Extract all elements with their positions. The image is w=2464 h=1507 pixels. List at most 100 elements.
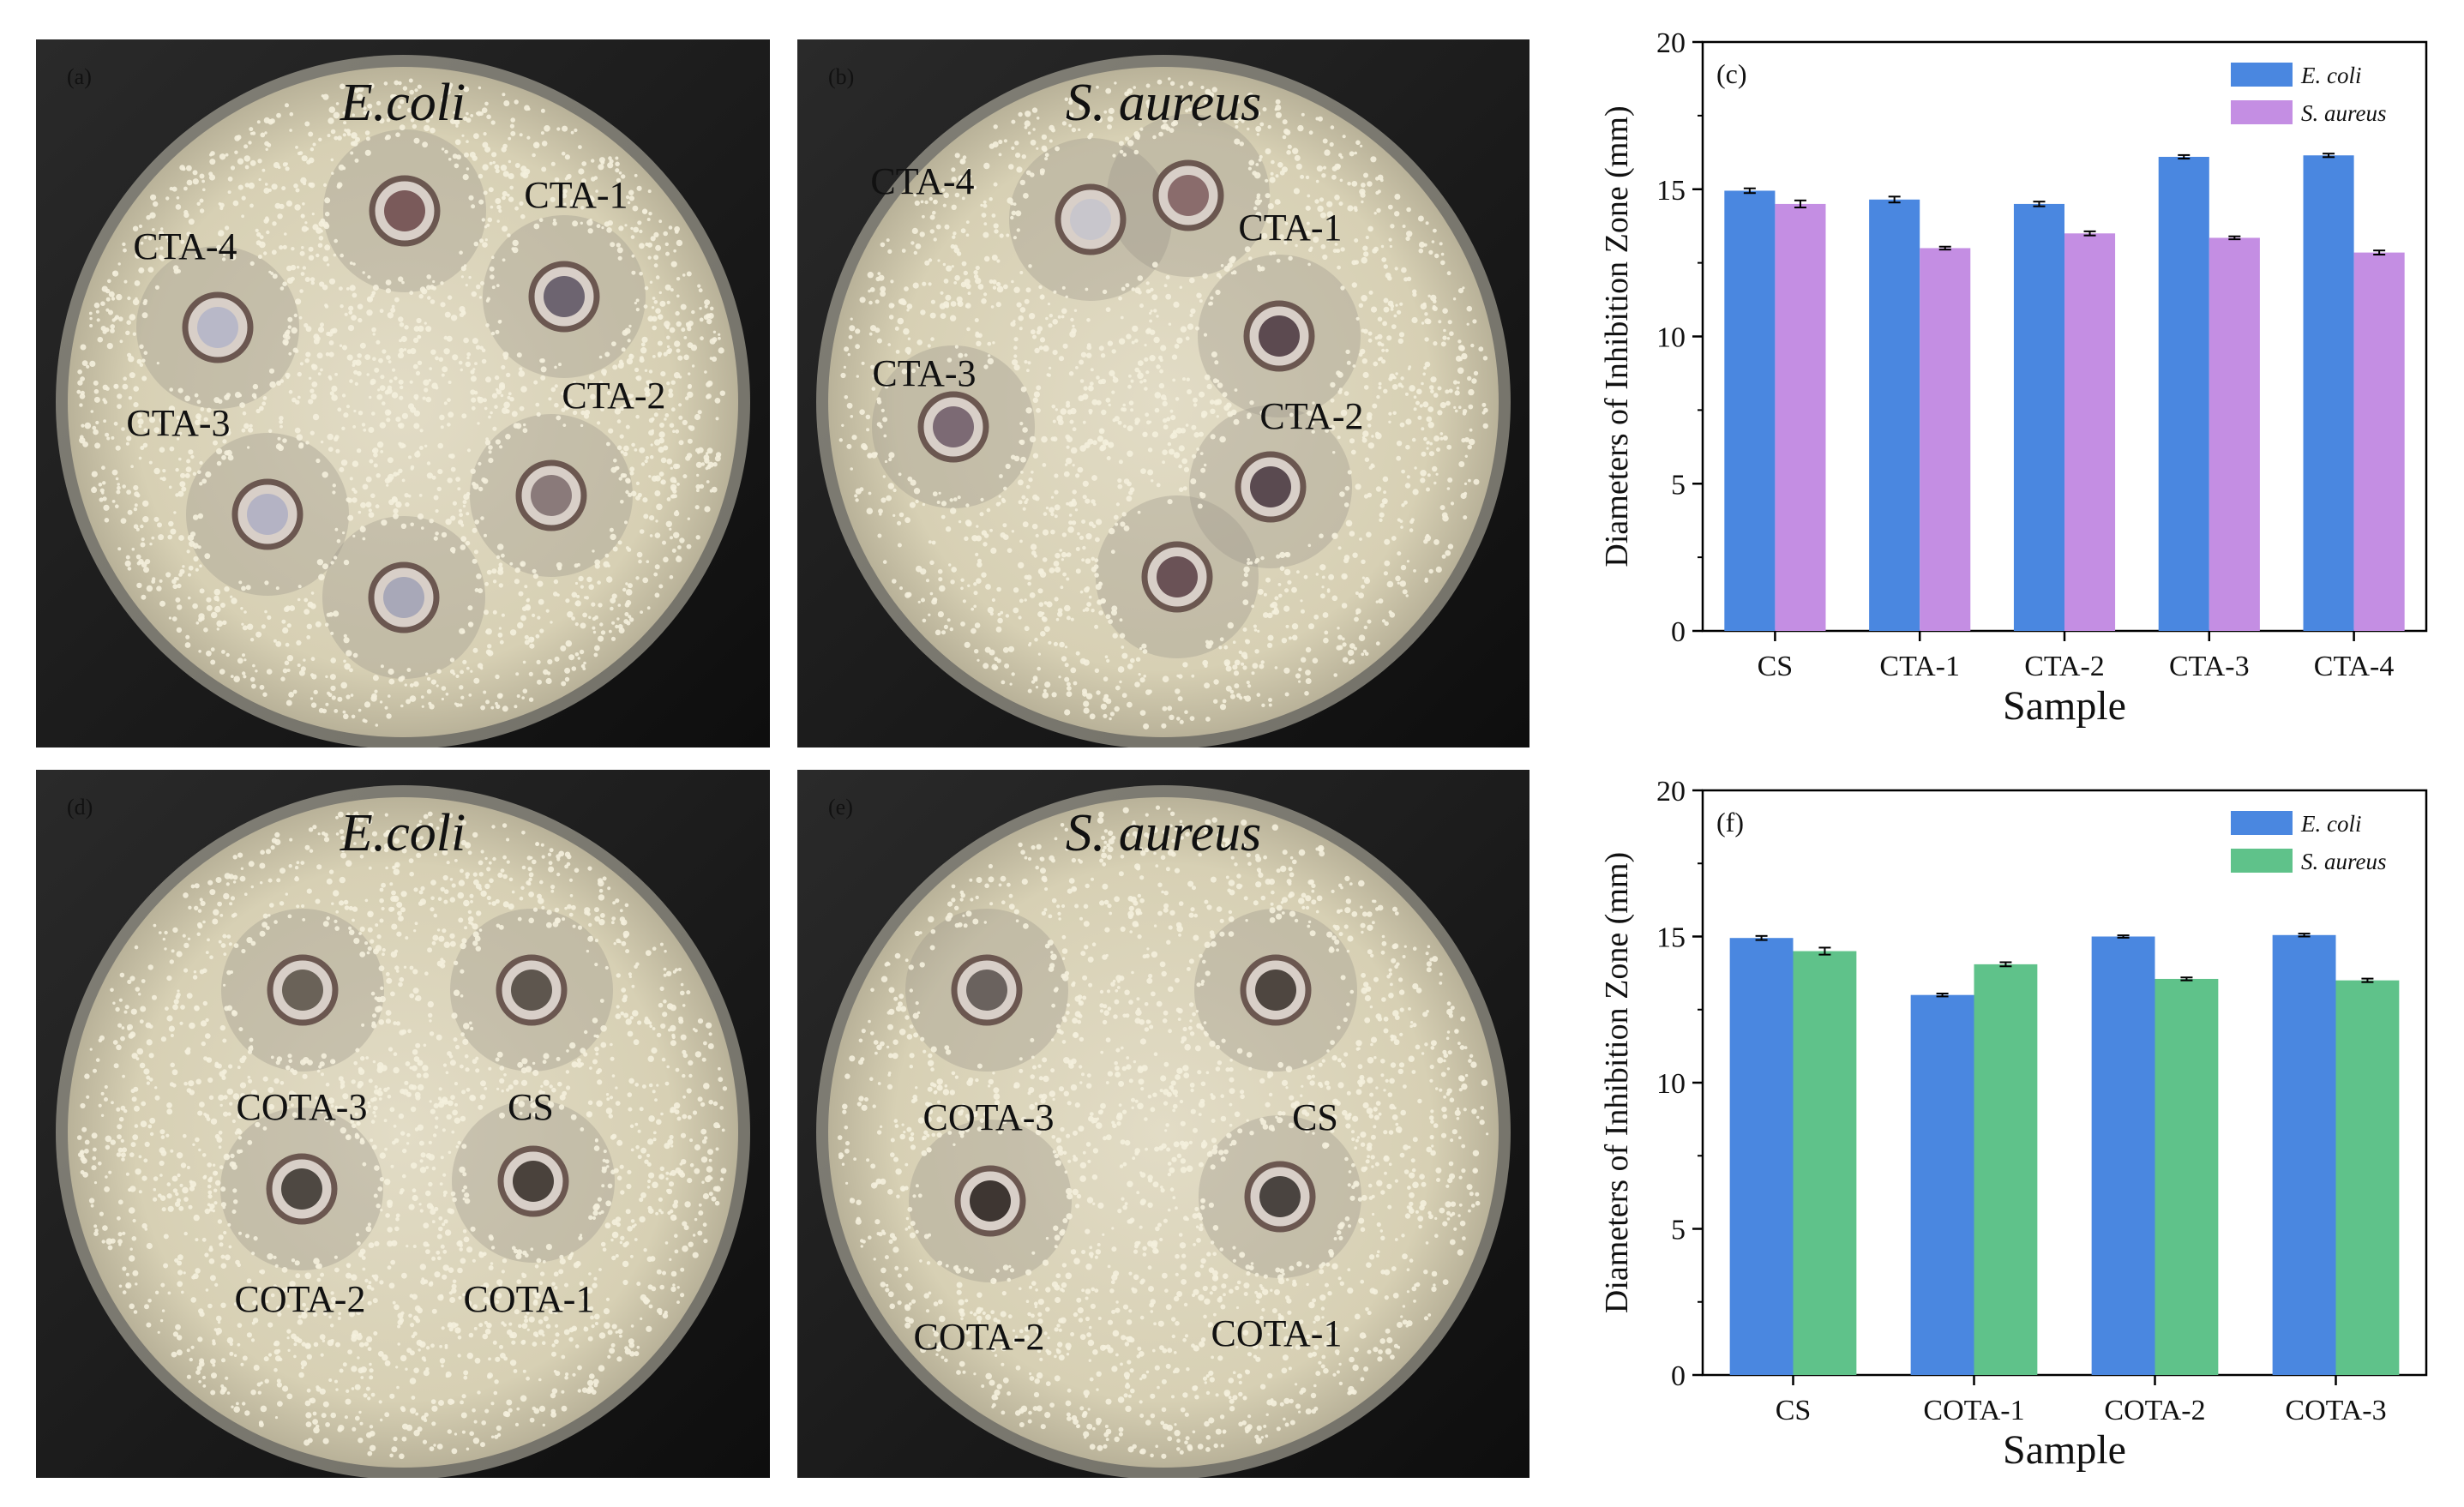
x-tick-label: CTA-3 <box>2169 651 2250 682</box>
well-interior <box>247 494 288 535</box>
well-interior <box>1259 1176 1301 1217</box>
x-axis-label: Sample <box>2003 1427 2126 1473</box>
panel-label-d: (d) <box>67 795 93 820</box>
x-tick-label: CS <box>1758 651 1794 682</box>
well-label: CTA-2 <box>562 375 665 417</box>
well-interior <box>511 970 552 1011</box>
photo-panel-d: (d) E.coli COTA-3 CS COTA-2 COTA-1 <box>36 770 770 1478</box>
well-interior <box>933 406 974 447</box>
bar-ecoli <box>2013 203 2064 632</box>
x-tick-label: CTA-2 <box>2024 651 2105 682</box>
organism-title-e: S. aureus <box>1066 804 1261 862</box>
well-label: CS <box>1292 1096 1338 1138</box>
well-interior <box>531 475 572 516</box>
well-interior <box>513 1161 554 1202</box>
well-interior <box>1168 175 1209 216</box>
petri-dish-a: (a) E.coli CTA-4 CTA-1 CTA-3 CTA-2 <box>36 39 770 747</box>
well-label: COTA-3 <box>237 1086 368 1128</box>
panel-label: (f) <box>1716 807 1744 838</box>
x-tick-label: CTA-1 <box>1879 651 1960 682</box>
colonies <box>837 805 1489 1459</box>
y-tick-label: 5 <box>1671 469 1686 501</box>
x-tick-label: CTA-4 <box>2314 651 2395 682</box>
plot-frame <box>1701 789 2428 1377</box>
legend-entry: E. coli <box>2300 811 2361 837</box>
x-tick-label: COTA-1 <box>1923 1395 2024 1426</box>
y-tick-label: 20 <box>1656 776 1686 808</box>
well-label: CTA-3 <box>126 402 230 444</box>
y-tick-label: 10 <box>1656 322 1686 354</box>
bar-ecoli <box>1869 199 1920 631</box>
well-interior <box>1070 199 1111 240</box>
well-interior <box>1250 466 1291 507</box>
well-label: CTA-1 <box>1238 207 1342 249</box>
well-label: COTA-1 <box>464 1278 595 1320</box>
bar-saureus <box>2353 252 2405 631</box>
organism-title-d: E.coli <box>340 804 466 862</box>
well-interior <box>384 190 425 231</box>
petri-dish-b: (b) S. aureus CTA-4 CTA-1 CTA-3 CTA-2 <box>797 39 1529 747</box>
bar-ecoli <box>1724 190 1776 631</box>
x-tick-label: CS <box>1776 1395 1812 1426</box>
colonies <box>76 811 728 1460</box>
well-interior <box>281 1168 322 1210</box>
legend-swatch <box>2231 811 2293 835</box>
well-label: COTA-2 <box>235 1278 366 1320</box>
bar-ecoli <box>1910 994 1974 1375</box>
well-interior <box>282 970 323 1011</box>
organism-title-b: S. aureus <box>1066 74 1261 132</box>
bar-ecoli <box>1729 938 1794 1375</box>
panel-label-a: (a) <box>67 64 92 89</box>
bar-saureus <box>1974 964 2038 1375</box>
photo-panel-a: (a) E.coli CTA-4 CTA-1 CTA-3 CTA-2 <box>36 39 770 747</box>
well-interior <box>970 1180 1011 1222</box>
bar-saureus <box>2064 233 2116 631</box>
well-interior <box>1255 970 1296 1011</box>
y-tick-label: 0 <box>1671 616 1686 648</box>
agar-plate <box>68 67 738 737</box>
legend-swatch <box>2231 63 2293 87</box>
well-label: COTA-1 <box>1211 1312 1343 1354</box>
well-interior <box>966 970 1007 1011</box>
well-interior <box>544 276 585 317</box>
colonies <box>76 78 725 727</box>
bar-saureus <box>2335 980 2400 1375</box>
panel-label: (c) <box>1716 58 1747 89</box>
y-tick-label: 20 <box>1656 27 1686 59</box>
y-axis-label: Diameters of Inhibition Zone (mm) <box>1599 852 1635 1313</box>
y-tick-label: 15 <box>1656 922 1686 954</box>
well-interior <box>383 577 424 618</box>
well-label: CTA-3 <box>872 352 976 394</box>
legend-entry: S. aureus <box>2301 100 2387 126</box>
bar-ecoli <box>2303 155 2354 631</box>
well-label: CTA-1 <box>524 174 628 216</box>
organism-title-a: E.coli <box>340 74 466 132</box>
bar-ecoli <box>2272 934 2336 1375</box>
y-axis-label: Diameters of Inhibition Zone (mm) <box>1599 105 1635 567</box>
panel-label-e: (e) <box>828 795 853 820</box>
petri-dish-d: (d) E.coli COTA-3 CS COTA-2 COTA-1 <box>36 770 770 1478</box>
chart-c: 0 5 10 15 20 CS CTA-1 CTA-2 CTA-3 CTA-4 Sample Diam… <box>1599 27 2428 729</box>
x-axis-label: Sample <box>2003 683 2126 729</box>
bar-saureus <box>1920 248 1971 631</box>
legend-entry: E. coli <box>2300 63 2361 88</box>
photo-panel-e: (e) S. aureus COTA-3 CS COTA-2 COTA-1 <box>797 770 1529 1478</box>
bar-saureus <box>2209 237 2260 631</box>
y-tick-label: 0 <box>1671 1360 1686 1392</box>
well-interior <box>197 307 238 348</box>
legend-swatch <box>2231 849 2293 873</box>
photo-panel-b: (b) S. aureus CTA-4 CTA-1 CTA-3 CTA-2 <box>797 39 1529 747</box>
x-tick-label: COTA-2 <box>2104 1395 2205 1426</box>
well-label: CTA-2 <box>1259 395 1363 437</box>
legend-entry: S. aureus <box>2301 849 2387 874</box>
x-tick-label: COTA-3 <box>2285 1395 2386 1426</box>
bar-ecoli <box>2091 936 2155 1375</box>
well-label: CTA-4 <box>133 225 237 267</box>
y-tick-label: 15 <box>1656 175 1686 207</box>
well-label: COTA-2 <box>914 1316 1045 1358</box>
well-label: CS <box>508 1086 554 1128</box>
well-interior <box>1259 315 1300 357</box>
y-tick-label: 5 <box>1671 1215 1686 1246</box>
bar-saureus <box>1793 951 1857 1375</box>
bar-ecoli <box>2158 156 2209 632</box>
